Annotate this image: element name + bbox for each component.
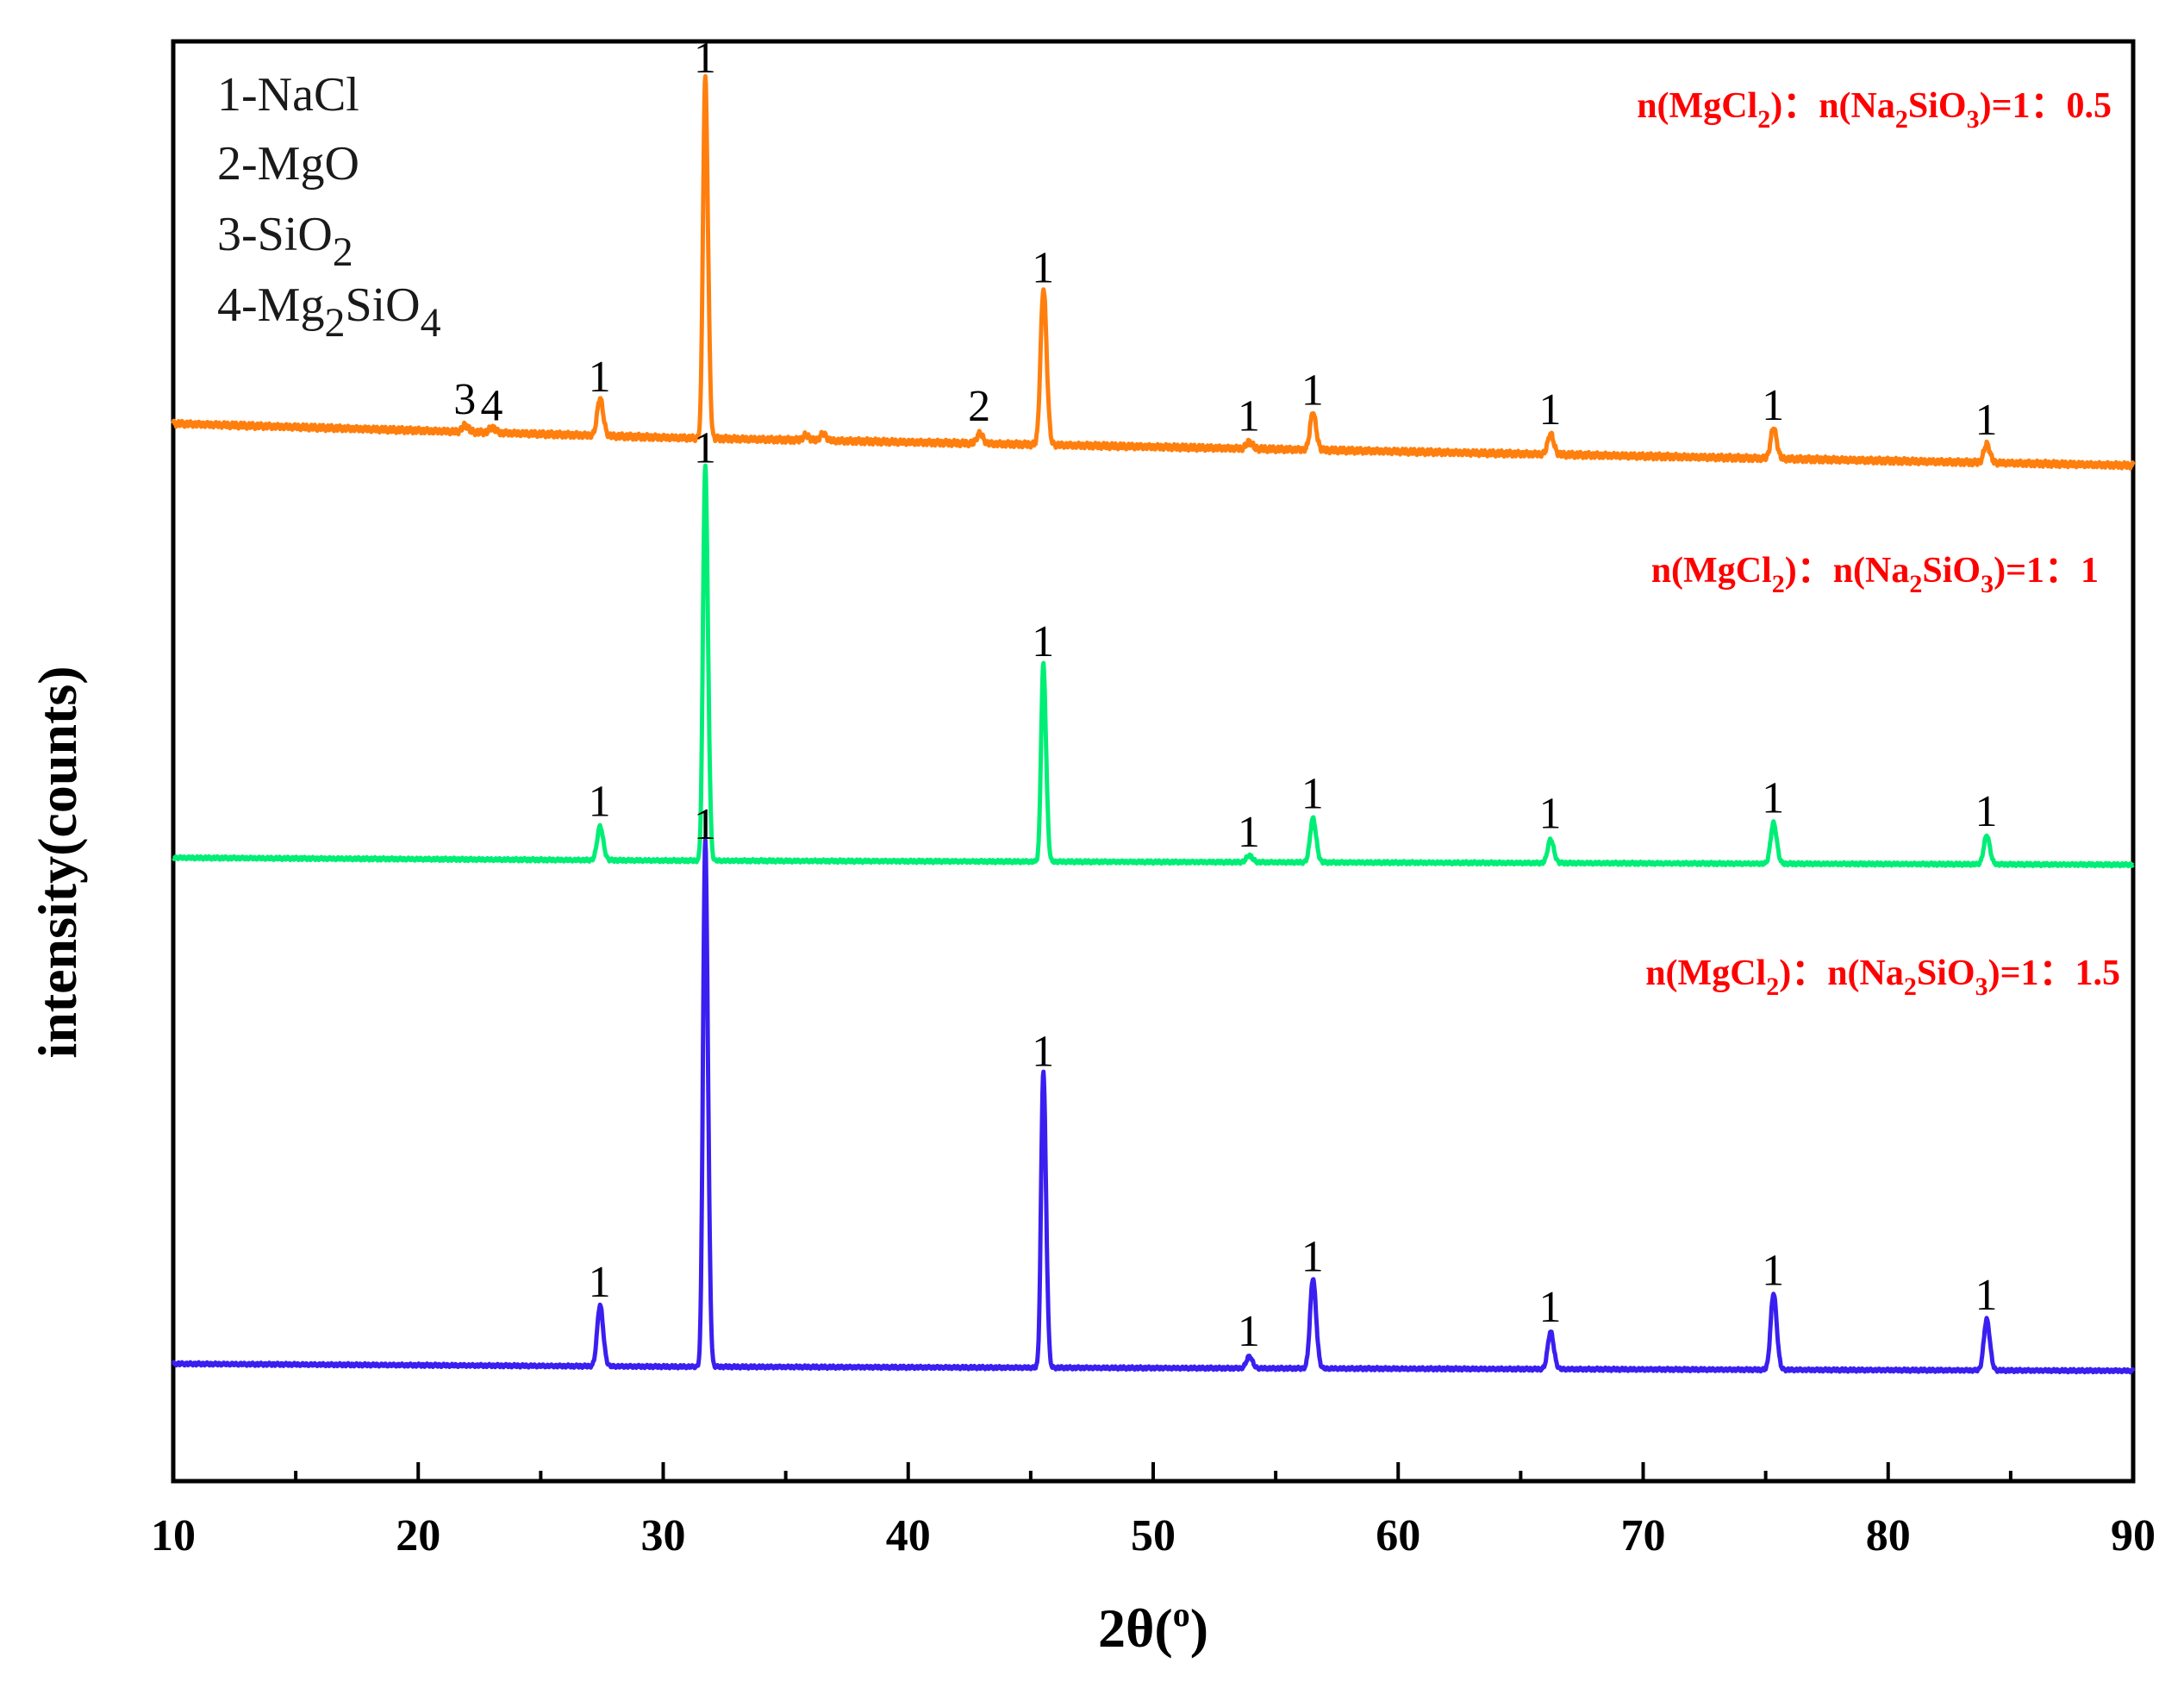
peak-label-s2-2: 1 (1032, 617, 1054, 666)
phase-legend-item-3: 3-SiO2 (217, 208, 353, 275)
x-tick-label-10: 10 (151, 1511, 196, 1560)
peak-label-s3-0: 1 (589, 1258, 611, 1307)
peak-label-s2-1: 1 (694, 423, 716, 472)
x-tick-label-40: 40 (886, 1511, 931, 1560)
x-tick-label-80: 80 (1866, 1511, 1911, 1560)
peak-label-s1-9: 1 (1301, 366, 1324, 415)
phase-legend-item-2: 2-MgO (217, 137, 359, 191)
peak-label-s1-12: 1 (1975, 396, 1997, 445)
peak-label-s3-6: 1 (1762, 1247, 1784, 1296)
phase-legend-item-4: 4-Mg2SiO4 (217, 278, 441, 346)
x-tick-label-50: 50 (1131, 1511, 1176, 1560)
peak-label-s2-5: 1 (1538, 790, 1561, 839)
peak-label-s3-5: 1 (1538, 1283, 1561, 1332)
peak-label-s2-0: 1 (589, 777, 611, 826)
peak-label-s3-3: 1 (1238, 1307, 1260, 1356)
peak-label-s1-6: 2 (968, 382, 990, 431)
x-tick-label-30: 30 (641, 1511, 686, 1560)
x-tick-label-70: 70 (1621, 1511, 1666, 1560)
peak-label-s2-7: 1 (1975, 787, 1997, 836)
x-tick-label-60: 60 (1376, 1511, 1420, 1560)
series-label-1: n(MgCl2)：n(Na2SiO3)=1：0.5 (1637, 86, 2112, 134)
peak-label-s3-2: 1 (1032, 1027, 1054, 1076)
peak-label-s2-3: 1 (1238, 808, 1260, 857)
peak-label-s1-1: 4 (481, 381, 503, 430)
x-axis-ticks: 10 20 30 40 50 60 70 80 90 (151, 1462, 2156, 1560)
series-line-1 (171, 74, 2136, 471)
phase-legend-item-1: 1-NaCl (217, 68, 359, 122)
plot-frame (171, 39, 2136, 1484)
peak-label-s3-7: 1 (1975, 1271, 1997, 1320)
peak-label-s1-8: 1 (1238, 392, 1260, 441)
series-line-2 (172, 463, 2135, 869)
series-label-3: n(MgCl2)：n(Na2SiO3)=1：1.5 (1645, 954, 2120, 1001)
series-layer (171, 74, 2136, 1375)
peak-label-s1-0: 3 (453, 375, 476, 424)
y-axis-title: intensity(counts) (27, 666, 88, 1058)
peak-label-s1-2: 1 (589, 353, 611, 402)
peak-label-s1-3: 1 (694, 34, 716, 83)
peak-label-s2-6: 1 (1762, 773, 1784, 822)
x-tick-label-20: 20 (396, 1511, 440, 1560)
series-line-3 (171, 837, 2136, 1375)
peak-label-s1-11: 1 (1762, 381, 1784, 430)
series-label-2: n(MgCl2)：n(Na2SiO3)=1：1 (1651, 551, 2099, 598)
peak-label-s1-10: 1 (1538, 385, 1561, 435)
peak-label-s1-7: 1 (1032, 243, 1054, 292)
peak-label-s2-4: 1 (1301, 770, 1324, 819)
x-tick-label-90: 90 (2111, 1511, 2156, 1560)
peak-label-s3-4: 1 (1301, 1233, 1324, 1282)
x-axis-title: 2θ(o) (1098, 1595, 1208, 1659)
peak-label-s3-1: 1 (694, 800, 716, 849)
